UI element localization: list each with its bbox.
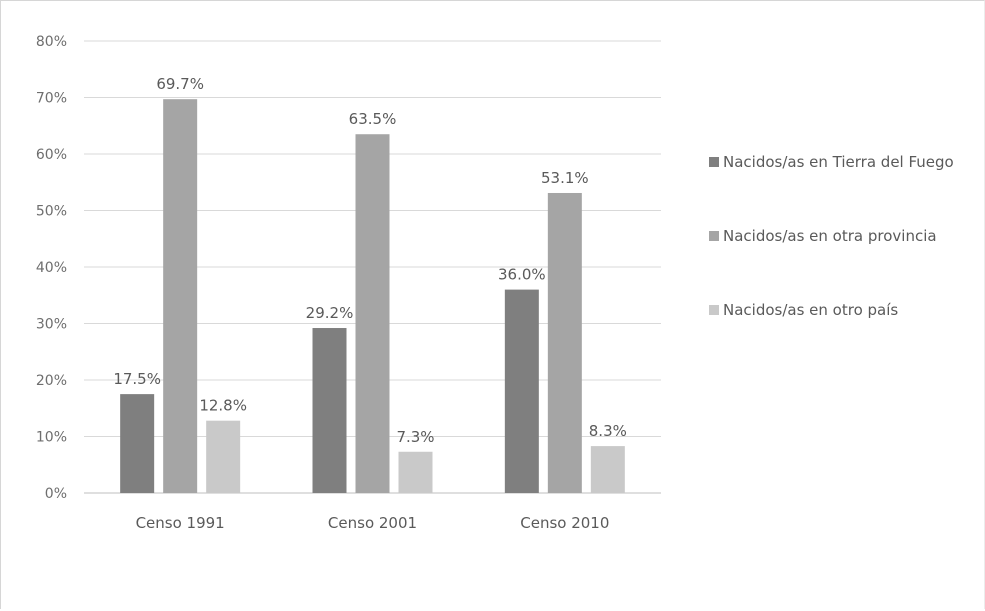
x-category-label: Censo 1991 bbox=[136, 514, 225, 532]
legend-label: Nacidos/as en otra provincia bbox=[723, 227, 937, 245]
bar bbox=[120, 394, 155, 493]
bar bbox=[504, 289, 539, 493]
x-category-label: Censo 2010 bbox=[520, 514, 609, 532]
data-label: 7.3% bbox=[396, 428, 434, 446]
y-tick-label: 20% bbox=[36, 373, 67, 389]
data-label: 12.8% bbox=[199, 397, 247, 415]
data-label: 17.5% bbox=[113, 370, 161, 388]
data-label: 36.0% bbox=[498, 266, 546, 284]
legend-swatch bbox=[709, 305, 719, 315]
data-label: 8.3% bbox=[589, 422, 627, 440]
data-label: 29.2% bbox=[306, 304, 354, 322]
data-label: 53.1% bbox=[541, 169, 589, 187]
data-labels: 17.5% 69.7% 12.8% 29.2% 63.5% 7.3% 36.0% 53.1% 8… bbox=[113, 75, 627, 446]
bar bbox=[312, 328, 347, 493]
bar bbox=[206, 420, 241, 493]
y-tick-label: 10% bbox=[36, 430, 67, 446]
y-tick-label: 70% bbox=[36, 91, 67, 107]
y-axis-ticks: 0% 10% 20% 30% 40% 50% 60% 70% 80% bbox=[36, 34, 67, 502]
bar bbox=[163, 99, 198, 493]
legend-swatch bbox=[709, 231, 719, 241]
y-tick-label: 80% bbox=[36, 34, 67, 50]
data-label: 69.7% bbox=[156, 75, 204, 93]
legend-label: Nacidos/as en otro país bbox=[723, 301, 898, 319]
y-tick-label: 0% bbox=[45, 486, 67, 502]
legend: Nacidos/as en Tierra del Fuego Nacidos/as… bbox=[709, 153, 954, 319]
x-axis-categories: Censo 1991 Censo 2001 Censo 2010 bbox=[136, 514, 610, 532]
bar bbox=[547, 192, 582, 494]
legend-swatch bbox=[709, 157, 719, 167]
data-label: 63.5% bbox=[349, 110, 397, 128]
y-tick-label: 60% bbox=[36, 147, 67, 163]
bar bbox=[398, 451, 433, 493]
y-tick-label: 30% bbox=[36, 317, 67, 333]
bar bbox=[590, 446, 625, 493]
bar bbox=[355, 134, 390, 493]
y-tick-label: 40% bbox=[36, 260, 67, 276]
bars bbox=[120, 99, 625, 494]
legend-label: Nacidos/as en Tierra del Fuego bbox=[723, 153, 954, 171]
x-category-label: Censo 2001 bbox=[328, 514, 417, 532]
y-tick-label: 50% bbox=[36, 204, 67, 220]
